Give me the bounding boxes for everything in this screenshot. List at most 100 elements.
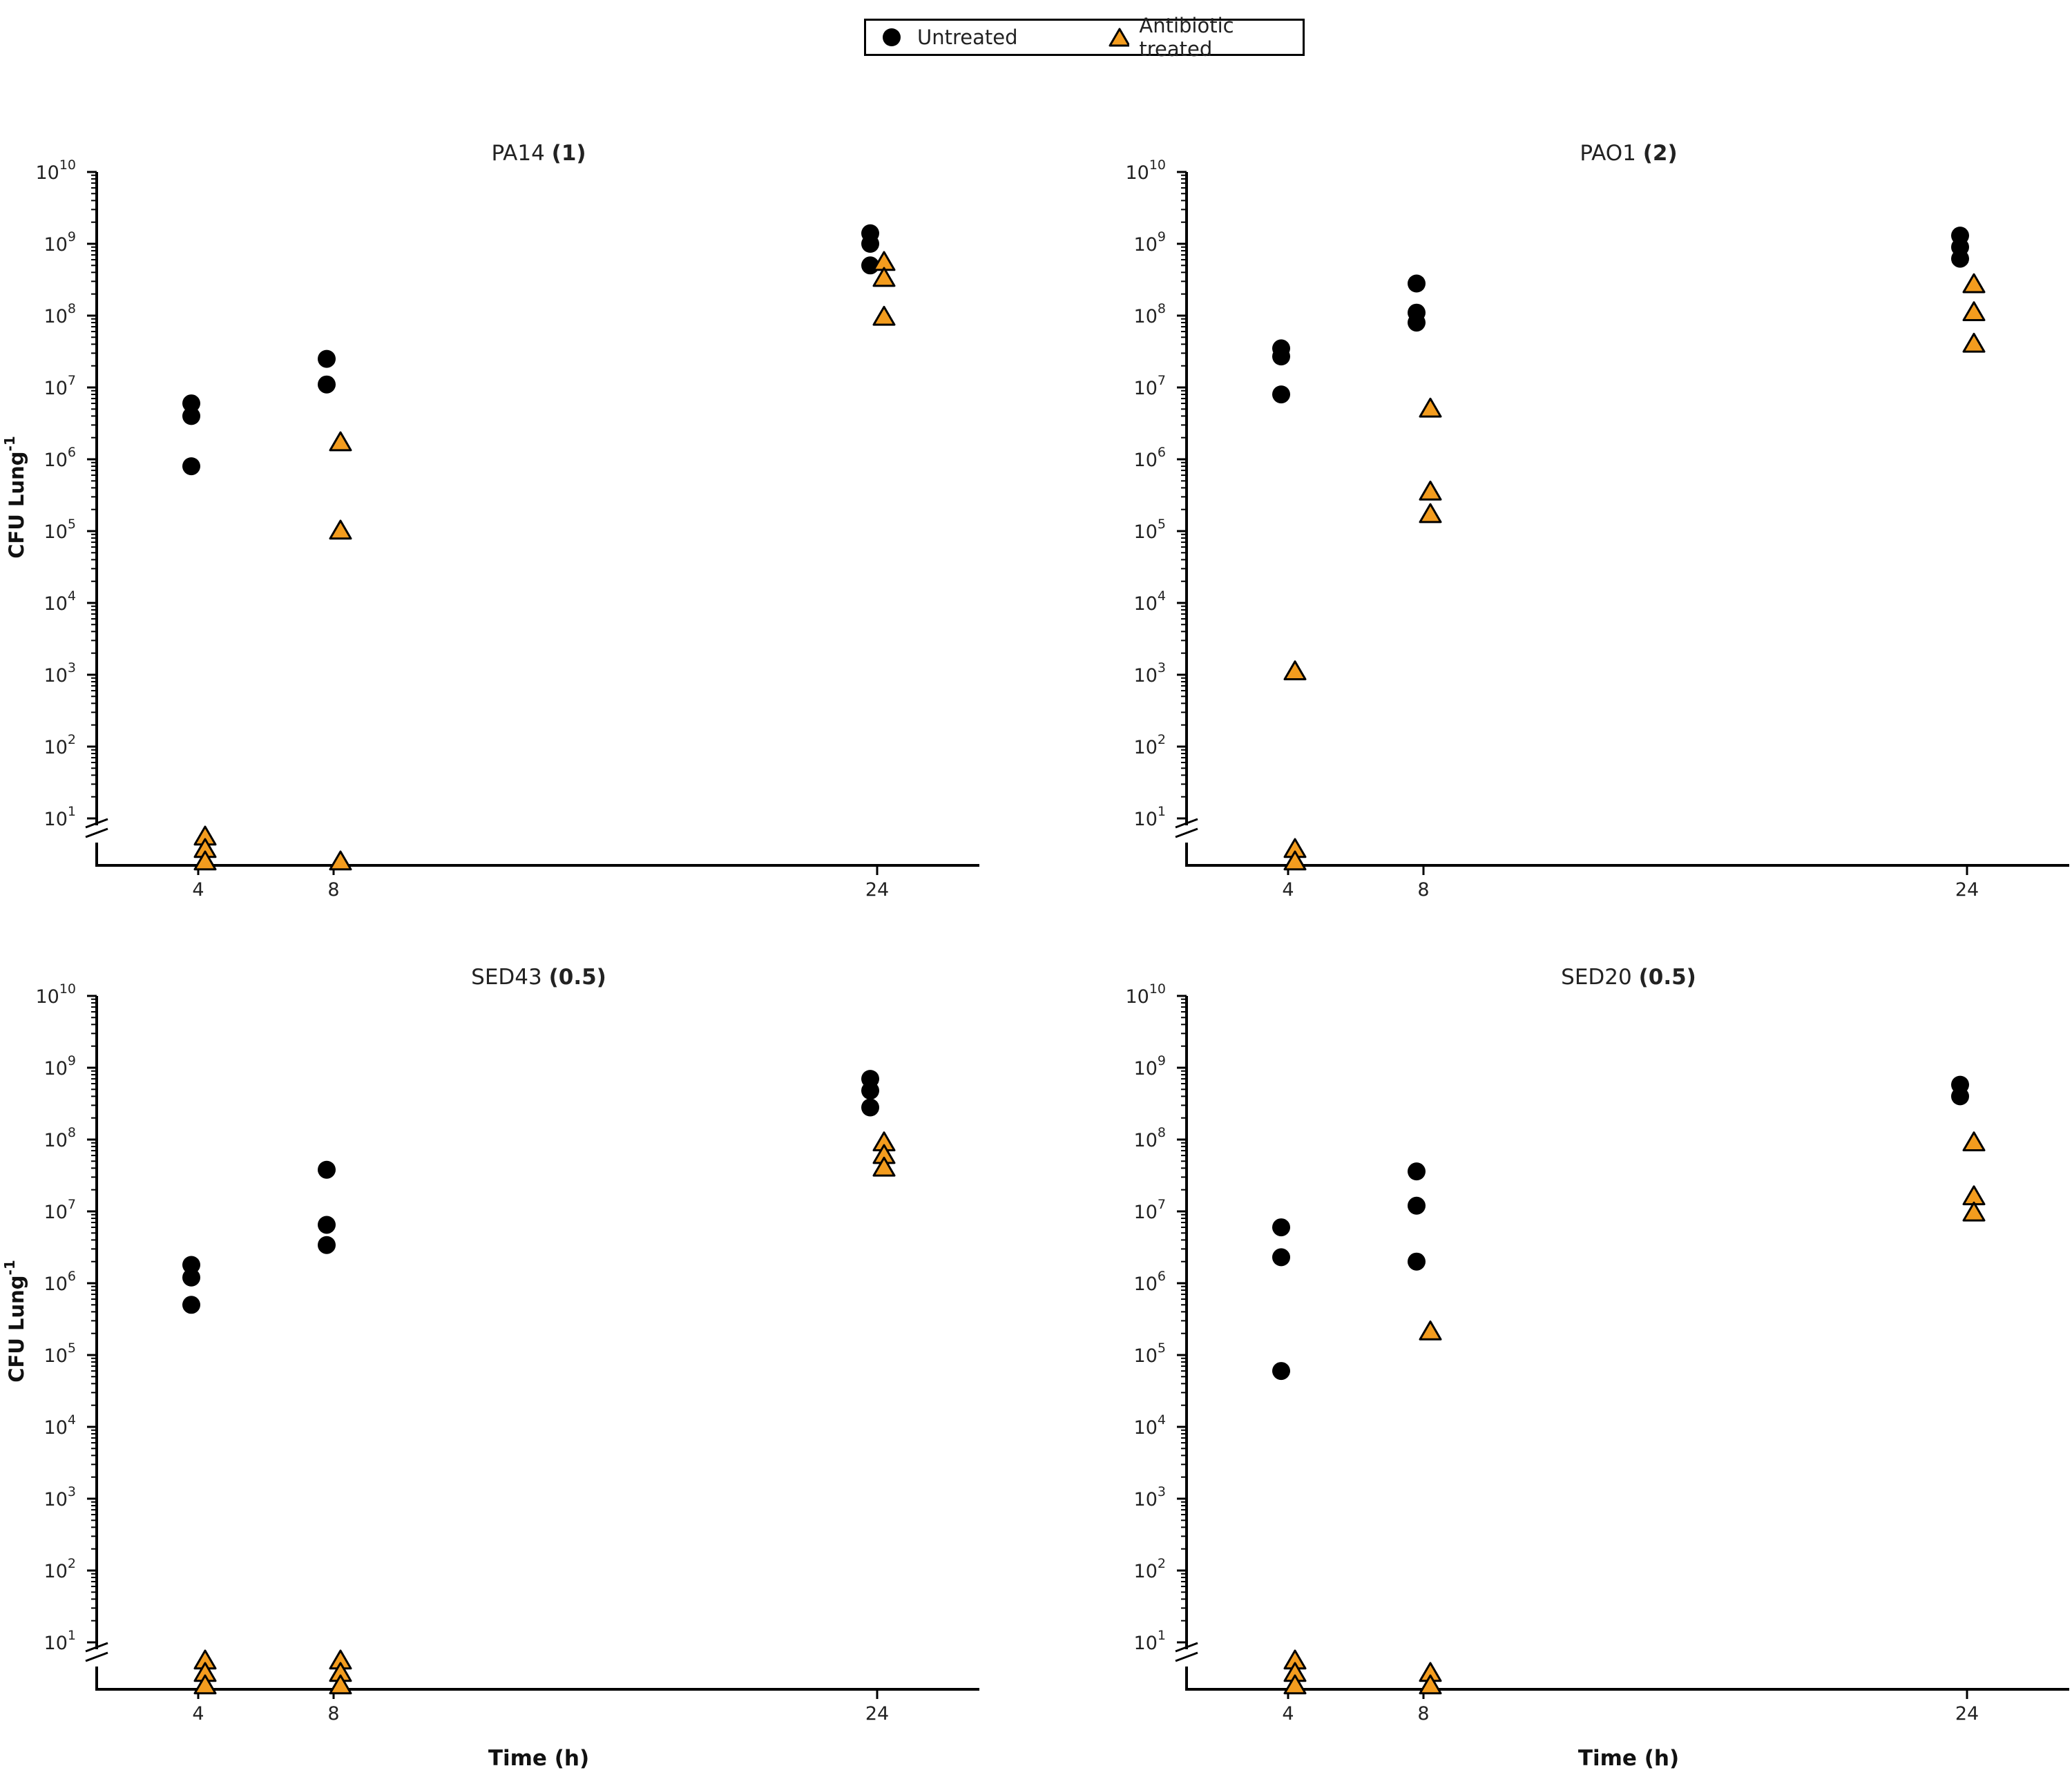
y-tick-base: 10 xyxy=(44,378,68,399)
y-tick-exponent: 3 xyxy=(1158,660,1166,675)
y-tick-exponent: 6 xyxy=(1158,1269,1166,1284)
point-untreated xyxy=(861,235,879,253)
point-antibiotic-treated xyxy=(872,1156,896,1177)
y-tick-exponent: 10 xyxy=(1149,157,1166,173)
panel-title: PA14 (1) xyxy=(491,141,586,166)
y-tick-base: 10 xyxy=(44,1274,68,1295)
x-tick-label: 4 xyxy=(192,1703,204,1725)
y-tick-exponent: 2 xyxy=(68,732,76,747)
x-tick-label: 4 xyxy=(1282,879,1294,901)
point-antibiotic-treated xyxy=(1962,1131,1986,1152)
y-tick-label: 107 xyxy=(44,1197,76,1223)
y-tick-label: 106 xyxy=(44,1269,76,1295)
point-untreated xyxy=(1408,1252,1426,1271)
legend-triangle-marker xyxy=(1109,28,1130,47)
y-tick-label: 103 xyxy=(1134,660,1166,686)
axis-break-mark xyxy=(85,1642,108,1653)
y-tick-exponent: 6 xyxy=(1158,445,1166,460)
y-tick-label: 103 xyxy=(1134,1484,1166,1510)
y-tick-label: 105 xyxy=(1134,1341,1166,1367)
y-tick-label: 104 xyxy=(1134,1412,1166,1439)
y-tick-base: 10 xyxy=(1134,1489,1158,1510)
y-tick-label: 107 xyxy=(1134,1197,1166,1223)
y-tick-exponent: 4 xyxy=(68,1412,76,1428)
panel-title-dose: (0.5) xyxy=(549,965,606,990)
legend-item-untreated: Untreated xyxy=(881,21,1018,54)
y-tick-exponent: 5 xyxy=(68,517,76,532)
y-tick-label: 1010 xyxy=(1125,981,1166,1008)
point-untreated xyxy=(182,457,200,476)
y-tick-base: 10 xyxy=(1134,1561,1158,1582)
y-tick-exponent: 4 xyxy=(1158,1412,1166,1428)
legend-circle-marker xyxy=(883,28,901,46)
y-tick-exponent: 2 xyxy=(1158,732,1166,747)
y-tick-base: 10 xyxy=(44,1561,68,1582)
y-tick-label: 101 xyxy=(44,1628,76,1654)
point-antibiotic-treated xyxy=(1419,480,1442,501)
point-untreated xyxy=(1951,249,1969,268)
point-untreated xyxy=(1272,1218,1290,1237)
y-tick-exponent: 7 xyxy=(1158,373,1166,388)
y-tick-label: 106 xyxy=(1134,445,1166,471)
point-antibiotic-treated xyxy=(1962,1201,1986,1222)
y-tick-base: 10 xyxy=(1134,809,1158,830)
y-tick-exponent: 1 xyxy=(68,1628,76,1643)
panel-title-name: PA14 xyxy=(491,141,551,166)
x-tick-label: 4 xyxy=(1282,1703,1294,1725)
y-tick-exponent: 2 xyxy=(68,1556,76,1571)
point-antibiotic-treated xyxy=(1283,1674,1307,1695)
y-tick-exponent: 10 xyxy=(1149,981,1166,997)
y-tick-base: 10 xyxy=(44,809,68,830)
y-tick-label: 105 xyxy=(44,1341,76,1367)
point-untreated xyxy=(318,349,336,368)
y-axis-label: CFU Lung-1 xyxy=(1,436,28,559)
point-antibiotic-treated xyxy=(1419,1320,1442,1341)
y-tick-exponent: 9 xyxy=(68,229,76,244)
x-tick-label: 24 xyxy=(1955,879,1979,901)
y-tick-base: 10 xyxy=(1134,593,1158,615)
panel-sed20: SED20 (0.5)10110210310410510610710810910… xyxy=(1125,965,2069,1771)
y-tick-label: 108 xyxy=(1134,301,1166,327)
y-tick-base: 10 xyxy=(44,450,68,471)
x-tick-label: 8 xyxy=(327,1703,339,1725)
y-tick-base: 10 xyxy=(44,521,68,543)
panel-pa14: PA14 (1)10110210310410510610710810910104… xyxy=(1,141,979,901)
panel-title-dose: (0.5) xyxy=(1639,965,1696,990)
y-tick-base: 10 xyxy=(35,986,59,1008)
y-tick-label: 109 xyxy=(1134,1053,1166,1079)
y-tick-base: 10 xyxy=(1134,1130,1158,1151)
panel-title: SED20 (0.5) xyxy=(1561,965,1696,990)
y-tick-label: 102 xyxy=(44,732,76,758)
point-untreated xyxy=(318,1236,336,1254)
y-tick-exponent: 4 xyxy=(1158,588,1166,604)
axis-break-mark xyxy=(85,818,108,829)
legend: Untreated Antibiotic treated xyxy=(864,14,1305,61)
point-untreated xyxy=(1408,274,1426,293)
y-tick-base: 10 xyxy=(44,1345,68,1367)
y-tick-base: 10 xyxy=(44,306,68,327)
point-untreated xyxy=(1951,1087,1969,1106)
y-tick-label: 101 xyxy=(1134,1628,1166,1654)
point-untreated xyxy=(182,1268,200,1287)
point-antibiotic-treated xyxy=(1962,332,1986,353)
point-antibiotic-treated xyxy=(329,519,352,540)
y-tick-label: 101 xyxy=(1134,804,1166,830)
y-tick-exponent: 1 xyxy=(1158,804,1166,819)
y-tick-base: 10 xyxy=(1134,306,1158,327)
point-untreated xyxy=(861,1098,879,1117)
y-tick-exponent: 5 xyxy=(1158,517,1166,532)
point-antibiotic-treated xyxy=(193,850,217,871)
y-tick-label: 105 xyxy=(1134,517,1166,543)
y-tick-exponent: 8 xyxy=(68,301,76,316)
y-tick-label: 1010 xyxy=(35,157,76,184)
point-antibiotic-treated xyxy=(872,267,896,287)
y-tick-base: 10 xyxy=(44,1489,68,1510)
y-tick-label: 102 xyxy=(1134,1556,1166,1582)
point-untreated xyxy=(318,1160,336,1179)
y-tick-base: 10 xyxy=(44,1633,68,1654)
panel-title-dose: (2) xyxy=(1643,141,1678,166)
y-tick-exponent: 8 xyxy=(68,1125,76,1140)
y-tick-label: 105 xyxy=(44,517,76,543)
panel-sed43: SED43 (0.5)10110210310410510610710810910… xyxy=(1,965,979,1771)
